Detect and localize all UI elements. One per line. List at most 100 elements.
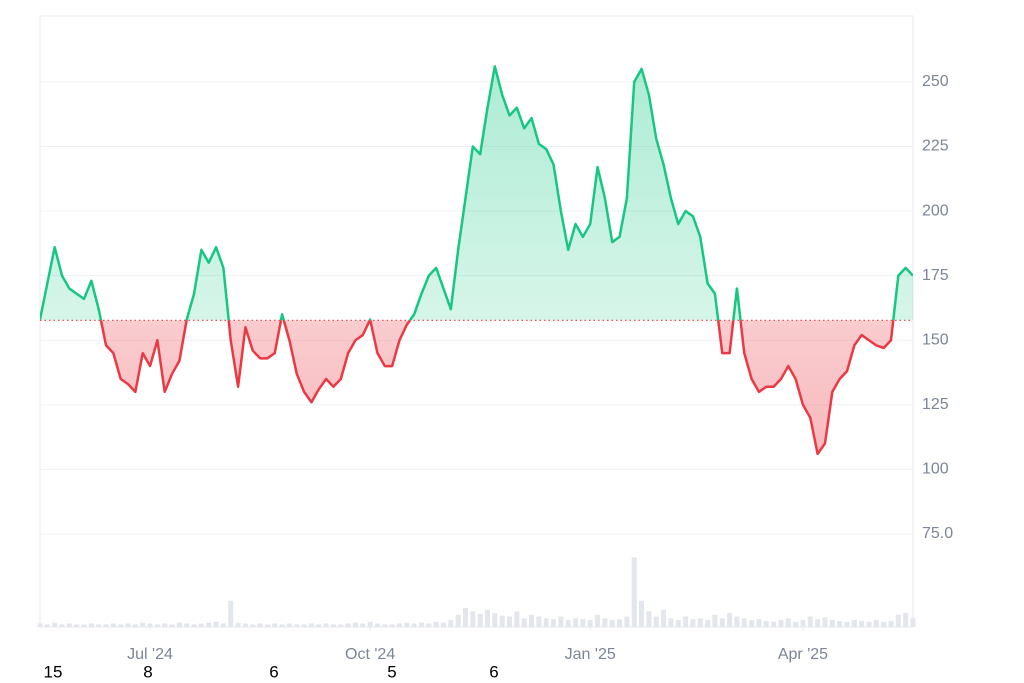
volume-bar [308,623,314,627]
footer-label: 6 [269,662,278,681]
volume-bar [844,621,850,627]
volume-bar [851,620,857,627]
y-tick-label: 225 [922,138,949,155]
volume-bar [587,620,593,627]
volume-bar [873,620,879,627]
volume-bar [66,623,72,627]
volume-bar [213,621,219,627]
volume-bar [118,624,124,627]
volume-bar [727,613,733,627]
y-tick-label: 250 [922,73,949,90]
volume-bar [529,614,535,627]
volume-bar [272,623,278,627]
volume-bar [895,614,901,627]
x-tick-label: Jan '25 [565,646,616,663]
volume-bar [778,620,784,627]
volume-bar [81,624,87,627]
volume-bar [485,609,491,627]
volume-bar [132,624,138,627]
volume-bar [162,623,168,627]
volume-bar [602,618,608,627]
volume-bar [903,613,909,627]
volume-bar [264,624,270,627]
volume-bar [382,624,388,627]
y-tick-label: 125 [922,396,949,413]
footer-label: 8 [143,662,152,681]
volume-bar [316,624,322,627]
volume-bar [154,624,160,627]
volume-bar [169,624,175,627]
volume-bar [822,617,828,627]
volume-bar [697,618,703,627]
volume-bar [448,620,454,627]
volume-bar [888,620,894,627]
volume-bar [661,609,667,627]
volume-bar [125,623,131,627]
volume-bar [881,621,887,627]
volume-bar [374,623,380,627]
volume-bar [741,618,747,627]
volume-bar [367,621,373,627]
volume-bar [837,620,843,627]
volume-bar [477,613,483,627]
volume-bar [580,619,586,627]
price-line-up [40,65,913,321]
volume-bar [734,616,740,627]
volume-bar [74,624,80,627]
x-tick-label: Jul '24 [127,646,173,663]
volume-bar [536,616,542,627]
volume-bar [639,600,645,627]
volume-bar [184,623,190,627]
footer-label: 5 [387,662,396,681]
volume-bar [206,622,212,627]
volume-bar [617,619,623,627]
footer-label: 15 [44,662,63,681]
volume-bar [198,623,204,627]
volume-bar [389,624,395,627]
volume-bar [705,620,711,627]
y-tick-label: 175 [922,267,949,284]
volume-bar [514,611,520,627]
volume-bar [492,613,498,627]
footer-label: 6 [489,662,498,681]
volume-bar [719,618,725,627]
volume-bar [829,620,835,627]
area-up [40,66,913,321]
volume-bar [543,618,549,627]
volume-bar [507,616,513,627]
volume-bar [683,616,689,627]
volume-bar [338,624,344,627]
volume-bar [573,618,579,627]
x-tick-label: Apr '25 [778,646,828,663]
volume-bar [110,623,116,627]
volume-bar [228,600,234,627]
volume-bar [191,624,197,627]
volume-bar [712,614,718,627]
volume-bar [551,619,557,627]
volume-bar [44,624,50,627]
volume-bar [499,615,505,627]
volume-bar [279,624,285,627]
volume-bar [360,623,366,627]
y-tick-label: 150 [922,331,949,348]
volume-bar [37,623,43,627]
volume-bar [866,621,872,627]
volume-bar [103,624,109,627]
price-line-down [99,320,895,456]
volume-bar [404,622,410,627]
volume-bar [147,623,153,627]
volume-bar [771,621,777,627]
volume-bar [52,622,58,627]
volume-bar [96,624,102,627]
volume-bar [176,622,182,627]
volume-bar [521,618,527,627]
volume-bar [631,557,637,627]
volume-bar [609,620,615,627]
volume-bar [411,623,417,627]
volume-bar [793,621,799,627]
volume-bar [595,614,601,627]
y-tick-label: 75.0 [922,525,953,542]
volume-bar [330,624,336,627]
volume-bar [565,620,571,627]
